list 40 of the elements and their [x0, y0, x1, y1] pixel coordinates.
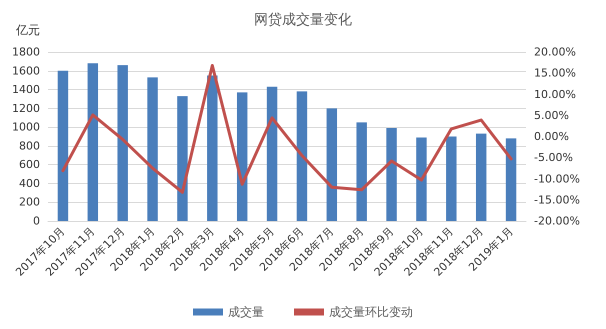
y-tick-label: 0 [33, 214, 40, 228]
bar [147, 77, 158, 221]
bar [386, 128, 397, 221]
bar [506, 138, 516, 221]
bar [326, 108, 338, 221]
bar [207, 75, 218, 221]
y-tick-label: 1000 [12, 120, 40, 134]
legend-label: 成交量 [228, 305, 264, 319]
y2-tick-label: -10.00% [534, 172, 580, 186]
y-tick-label: 1200 [12, 102, 40, 115]
y2-tick-label: 5.00% [534, 108, 569, 122]
y2-tick-label: 15.00% [534, 66, 576, 80]
y-tick-label: 200 [19, 196, 40, 209]
y-tick-label: 400 [19, 176, 40, 190]
bar [446, 136, 457, 221]
bar [266, 86, 278, 221]
bar [117, 65, 128, 221]
bar [177, 96, 188, 221]
chart-title: 网贷成交量变化 [254, 12, 352, 28]
y-tick-label: 1400 [12, 83, 40, 96]
y2-tick-label: -20.00% [534, 214, 580, 228]
y-tick-label: 1800 [12, 46, 40, 58]
bar [476, 134, 486, 221]
y-axis-title: 亿元 [15, 23, 40, 37]
line-series [61, 64, 513, 194]
bar [296, 91, 308, 221]
y2-tick-label: -5.00% [534, 151, 573, 164]
y-tick-label: 1600 [12, 64, 40, 78]
bar [356, 122, 367, 221]
bar [88, 63, 98, 221]
y2-tick-label: 20.00% [534, 46, 576, 58]
y2-tick-label: -15.00% [534, 193, 580, 206]
y2-tick-label: 10.00% [534, 88, 576, 101]
y-tick-label: 800 [19, 139, 40, 152]
bar [236, 92, 248, 221]
y-tick-label: 600 [19, 158, 40, 172]
y2-tick-label: 0.00% [534, 130, 569, 143]
bar [58, 70, 68, 221]
legend-label: 成交量环比变动 [329, 305, 413, 319]
bar [416, 137, 427, 221]
